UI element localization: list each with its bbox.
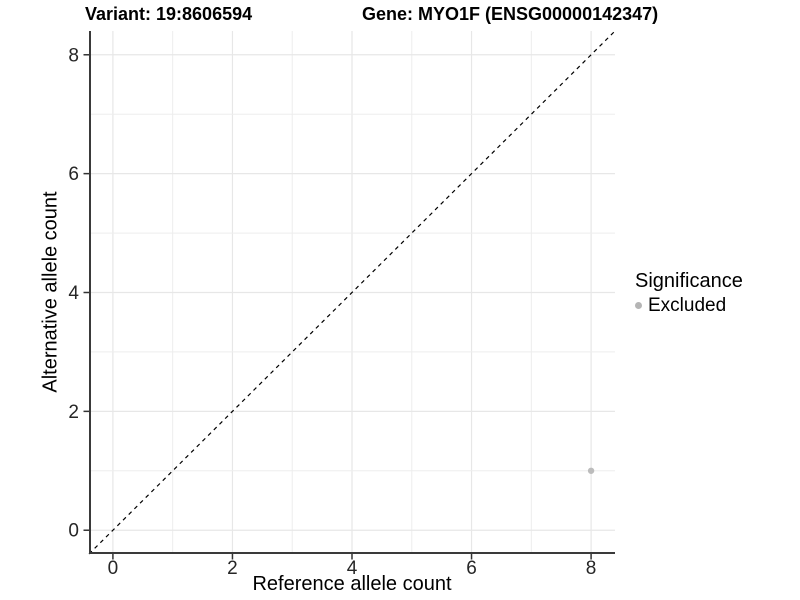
legend-key-dot-icon: [635, 302, 642, 309]
y-tick-label: 6: [68, 164, 79, 185]
y-tick-label: 0: [68, 521, 79, 542]
x-tick-label: 0: [108, 558, 119, 579]
legend: Significance Excluded: [635, 270, 743, 315]
x-axis-title: Reference allele count: [252, 573, 452, 595]
legend-title: Significance: [635, 270, 743, 292]
plot-title-gene: Gene: MYO1F (ENSG00000142347): [362, 4, 659, 24]
legend-item-label: Excluded: [648, 295, 727, 316]
x-tick-label: 2: [227, 558, 238, 579]
legend-item: Excluded: [635, 296, 743, 315]
data-point: [587, 467, 595, 474]
y-tick-label: 8: [68, 45, 79, 66]
identity-dashed-line: [88, 30, 616, 555]
x-tick-label: 4: [347, 558, 358, 579]
y-tick-label: 2: [68, 402, 79, 423]
x-tick-label: 6: [466, 558, 477, 579]
y-axis-title: Alternative allele count: [39, 191, 62, 393]
y-tick-label: 4: [68, 283, 79, 304]
legend-items: Excluded: [635, 296, 743, 315]
plot-panel: 0 2 4 6 8 0 2 4 6 8: [68, 30, 616, 579]
plot-title-variant: Variant: 19:8606594: [85, 4, 253, 24]
axis-lines: [89, 31, 615, 554]
x-tick-label: 8: [586, 558, 597, 579]
